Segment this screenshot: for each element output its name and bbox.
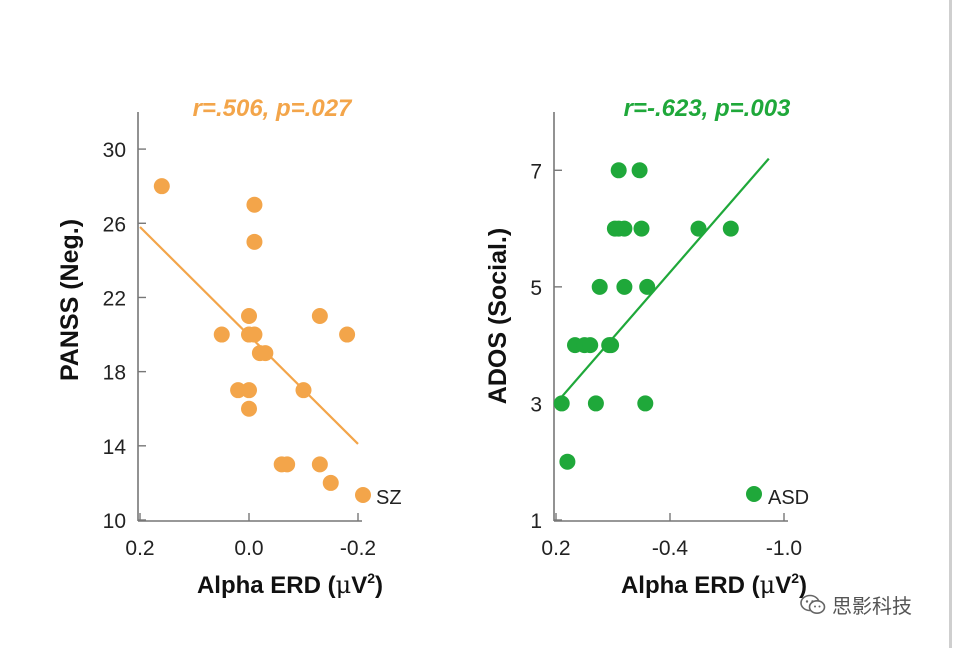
watermark-text: 思影科技: [832, 594, 912, 618]
y-tick-label: 3: [530, 393, 542, 416]
data-point: [603, 337, 620, 354]
x-tick-label: -0.2: [340, 537, 376, 560]
x-tick-label: 0.2: [125, 537, 154, 560]
legend-marker: [746, 486, 762, 502]
data-point: [213, 326, 230, 343]
data-point: [153, 178, 170, 195]
data-point: [582, 337, 599, 354]
wechat-icon: [800, 594, 826, 614]
y-tick-label: 7: [530, 160, 542, 183]
data-point: [246, 233, 263, 250]
y-tick-label: 10: [103, 510, 126, 533]
x-tick-label: -0.4: [652, 537, 689, 560]
data-point: [631, 162, 648, 179]
data-point: [639, 278, 656, 295]
data-point: [587, 395, 604, 412]
fit-line: [555, 157, 770, 405]
data-point: [616, 278, 633, 295]
data-point: [241, 308, 257, 324]
legend-label: SZ: [376, 487, 402, 509]
chart-2: 1 3 5 7 0.2 -0.4 -1.0 r=-.623, p=.003 ADOS (Soci…: [484, 95, 809, 599]
y-tick-label: 1: [530, 510, 542, 533]
data-point: [616, 220, 633, 237]
y-tick-label: 22: [103, 287, 126, 310]
y-tick-label: 14: [103, 436, 127, 459]
data-point: [246, 196, 263, 213]
data-point: [311, 456, 328, 473]
legend-marker: [355, 487, 371, 503]
data-point: [633, 220, 650, 237]
data-point: [241, 400, 257, 417]
watermark: 思影科技: [800, 590, 912, 619]
x-tick-label: 0.2: [541, 537, 570, 560]
y-tick-label: 18: [103, 362, 126, 385]
data-point: [722, 220, 739, 237]
y-tick-label: 30: [103, 139, 126, 162]
x-tick-label: 0.0: [234, 537, 263, 560]
x-axis-label: Alpha ERD (μV2): [621, 570, 807, 599]
data-point: [610, 162, 627, 179]
y-axis-label: ADOS (Social.): [484, 228, 512, 404]
correlation-annotation: r=-.623, p=.003: [624, 95, 791, 122]
data-point: [690, 220, 707, 237]
data-point: [553, 395, 570, 412]
frame-border: [949, 0, 952, 648]
data-point: [637, 395, 654, 412]
data-point: [311, 308, 328, 324]
data-point: [295, 382, 312, 399]
data-point: [559, 453, 576, 470]
data-point: [322, 474, 339, 491]
legend-label: ASD: [768, 487, 809, 509]
data-point: [246, 326, 263, 343]
correlation-annotation: r=.506, p=.027: [193, 95, 353, 122]
data-point: [273, 456, 290, 473]
x-tick-label: -1.0: [766, 537, 802, 560]
data-point: [257, 345, 274, 362]
chart-1: 10 14 18 22 26 30 0.2 0.0 -0.2 r=.506, p=.027 PANS…: [56, 95, 402, 599]
x-axis-label: Alpha ERD (μV2): [197, 570, 383, 599]
data-point: [241, 382, 257, 399]
data-point: [339, 326, 356, 343]
data-point: [591, 278, 608, 295]
y-tick-label: 26: [103, 213, 126, 236]
y-axis-label: PANSS (Neg.): [56, 219, 84, 381]
y-tick-label: 5: [530, 277, 542, 300]
